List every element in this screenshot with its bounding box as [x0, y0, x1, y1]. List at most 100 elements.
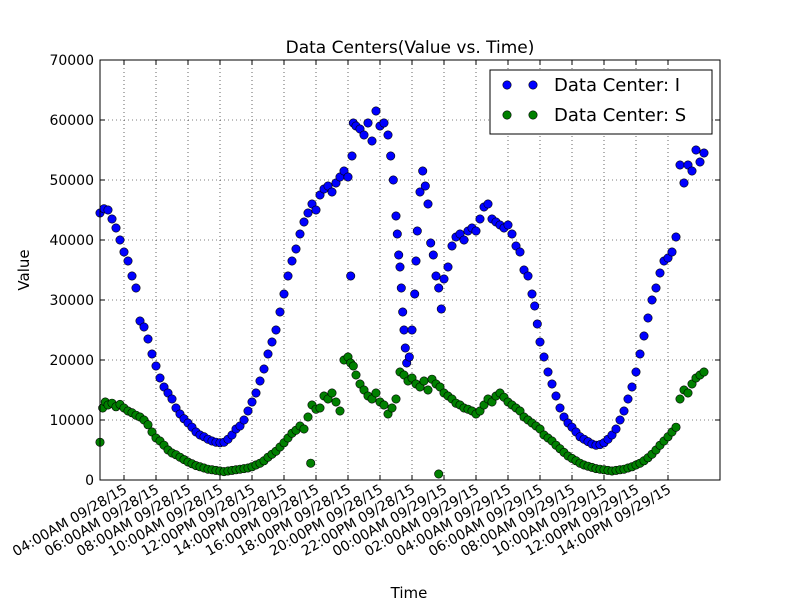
data-point: [311, 205, 321, 215]
data-point: [119, 247, 129, 257]
data-point: [315, 403, 325, 413]
data-point: [395, 262, 405, 272]
data-point: [434, 283, 444, 293]
data-point: [691, 145, 701, 155]
data-point: [306, 458, 316, 468]
data-point: [410, 289, 420, 299]
data-point: [436, 304, 446, 314]
data-point: [532, 319, 542, 329]
data-point: [127, 271, 137, 281]
data-point: [267, 337, 277, 347]
data-point: [255, 376, 265, 386]
data-point: [643, 313, 653, 323]
data-point: [431, 271, 441, 281]
data-point: [371, 388, 381, 398]
data-point: [348, 361, 358, 371]
legend-box: [489, 69, 713, 135]
data-point: [155, 373, 165, 383]
data-point: [343, 172, 353, 182]
data-point: [379, 118, 389, 128]
data-point: [671, 232, 681, 242]
data-point: [331, 397, 341, 407]
data-point: [434, 469, 444, 479]
data-point: [143, 420, 153, 430]
data-point: [428, 250, 438, 260]
data-point: [679, 178, 689, 188]
series-i: [95, 106, 709, 450]
data-point: [415, 187, 425, 197]
x-axis-title: Time: [390, 584, 428, 600]
data-point: [418, 166, 428, 176]
data-point: [627, 382, 637, 392]
data-point: [471, 226, 481, 236]
data-point: [404, 352, 414, 362]
data-point: [412, 226, 422, 236]
data-point: [631, 367, 641, 377]
data-point: [327, 388, 337, 398]
data-point: [683, 388, 693, 398]
data-point: [139, 322, 149, 332]
data-point: [535, 337, 545, 347]
data-point: [426, 238, 436, 248]
data-point: [398, 307, 408, 317]
data-point: [243, 406, 253, 416]
y-tick-label: 10000: [49, 413, 94, 429]
data-point: [351, 370, 361, 380]
data-point: [394, 250, 404, 260]
y-tick-label: 50000: [49, 173, 94, 189]
legend-marker: [502, 110, 512, 120]
data-point: [443, 262, 453, 272]
data-point: [247, 397, 257, 407]
series-layer: [95, 106, 709, 479]
data-point: [483, 199, 493, 209]
data-point: [363, 118, 373, 128]
data-point: [419, 376, 429, 386]
data-point: [123, 256, 133, 266]
data-point: [131, 283, 141, 293]
data-point: [675, 394, 685, 404]
y-axis-title: Value: [15, 249, 33, 290]
data-point: [388, 175, 398, 185]
data-point: [303, 208, 313, 218]
data-point: [619, 406, 629, 416]
data-point: [347, 151, 357, 161]
data-point: [291, 244, 301, 254]
data-point: [543, 367, 553, 377]
data-point: [399, 325, 409, 335]
legend: Data Center: I Data Center: S: [489, 69, 713, 135]
legend-marker: [528, 110, 538, 120]
data-point: [667, 247, 677, 257]
data-point: [107, 214, 117, 224]
legend-marker: [502, 80, 512, 90]
data-point: [523, 271, 533, 281]
data-point: [271, 325, 281, 335]
data-point: [539, 352, 549, 362]
data-point: [507, 229, 517, 239]
y-tick-label: 20000: [49, 353, 94, 369]
data-point: [367, 136, 377, 146]
data-point: [103, 205, 113, 215]
data-point: [420, 181, 430, 191]
data-point: [251, 388, 261, 398]
data-point: [239, 415, 249, 425]
data-point: [371, 106, 381, 116]
data-point: [635, 349, 645, 359]
plot-frame: [99, 59, 721, 481]
data-point: [275, 307, 285, 317]
data-point: [396, 283, 406, 293]
data-point: [503, 220, 513, 230]
data-point: [407, 325, 417, 335]
data-point: [299, 217, 309, 227]
data-point: [147, 349, 157, 359]
data-point: [615, 415, 625, 425]
data-point: [111, 223, 121, 233]
series-s: [95, 352, 709, 479]
data-point: [611, 424, 621, 434]
data-point: [346, 271, 356, 281]
data-point: [411, 256, 421, 266]
data-point: [551, 391, 561, 401]
data-point: [447, 241, 457, 251]
data-point: [459, 235, 469, 245]
data-point: [671, 422, 681, 432]
